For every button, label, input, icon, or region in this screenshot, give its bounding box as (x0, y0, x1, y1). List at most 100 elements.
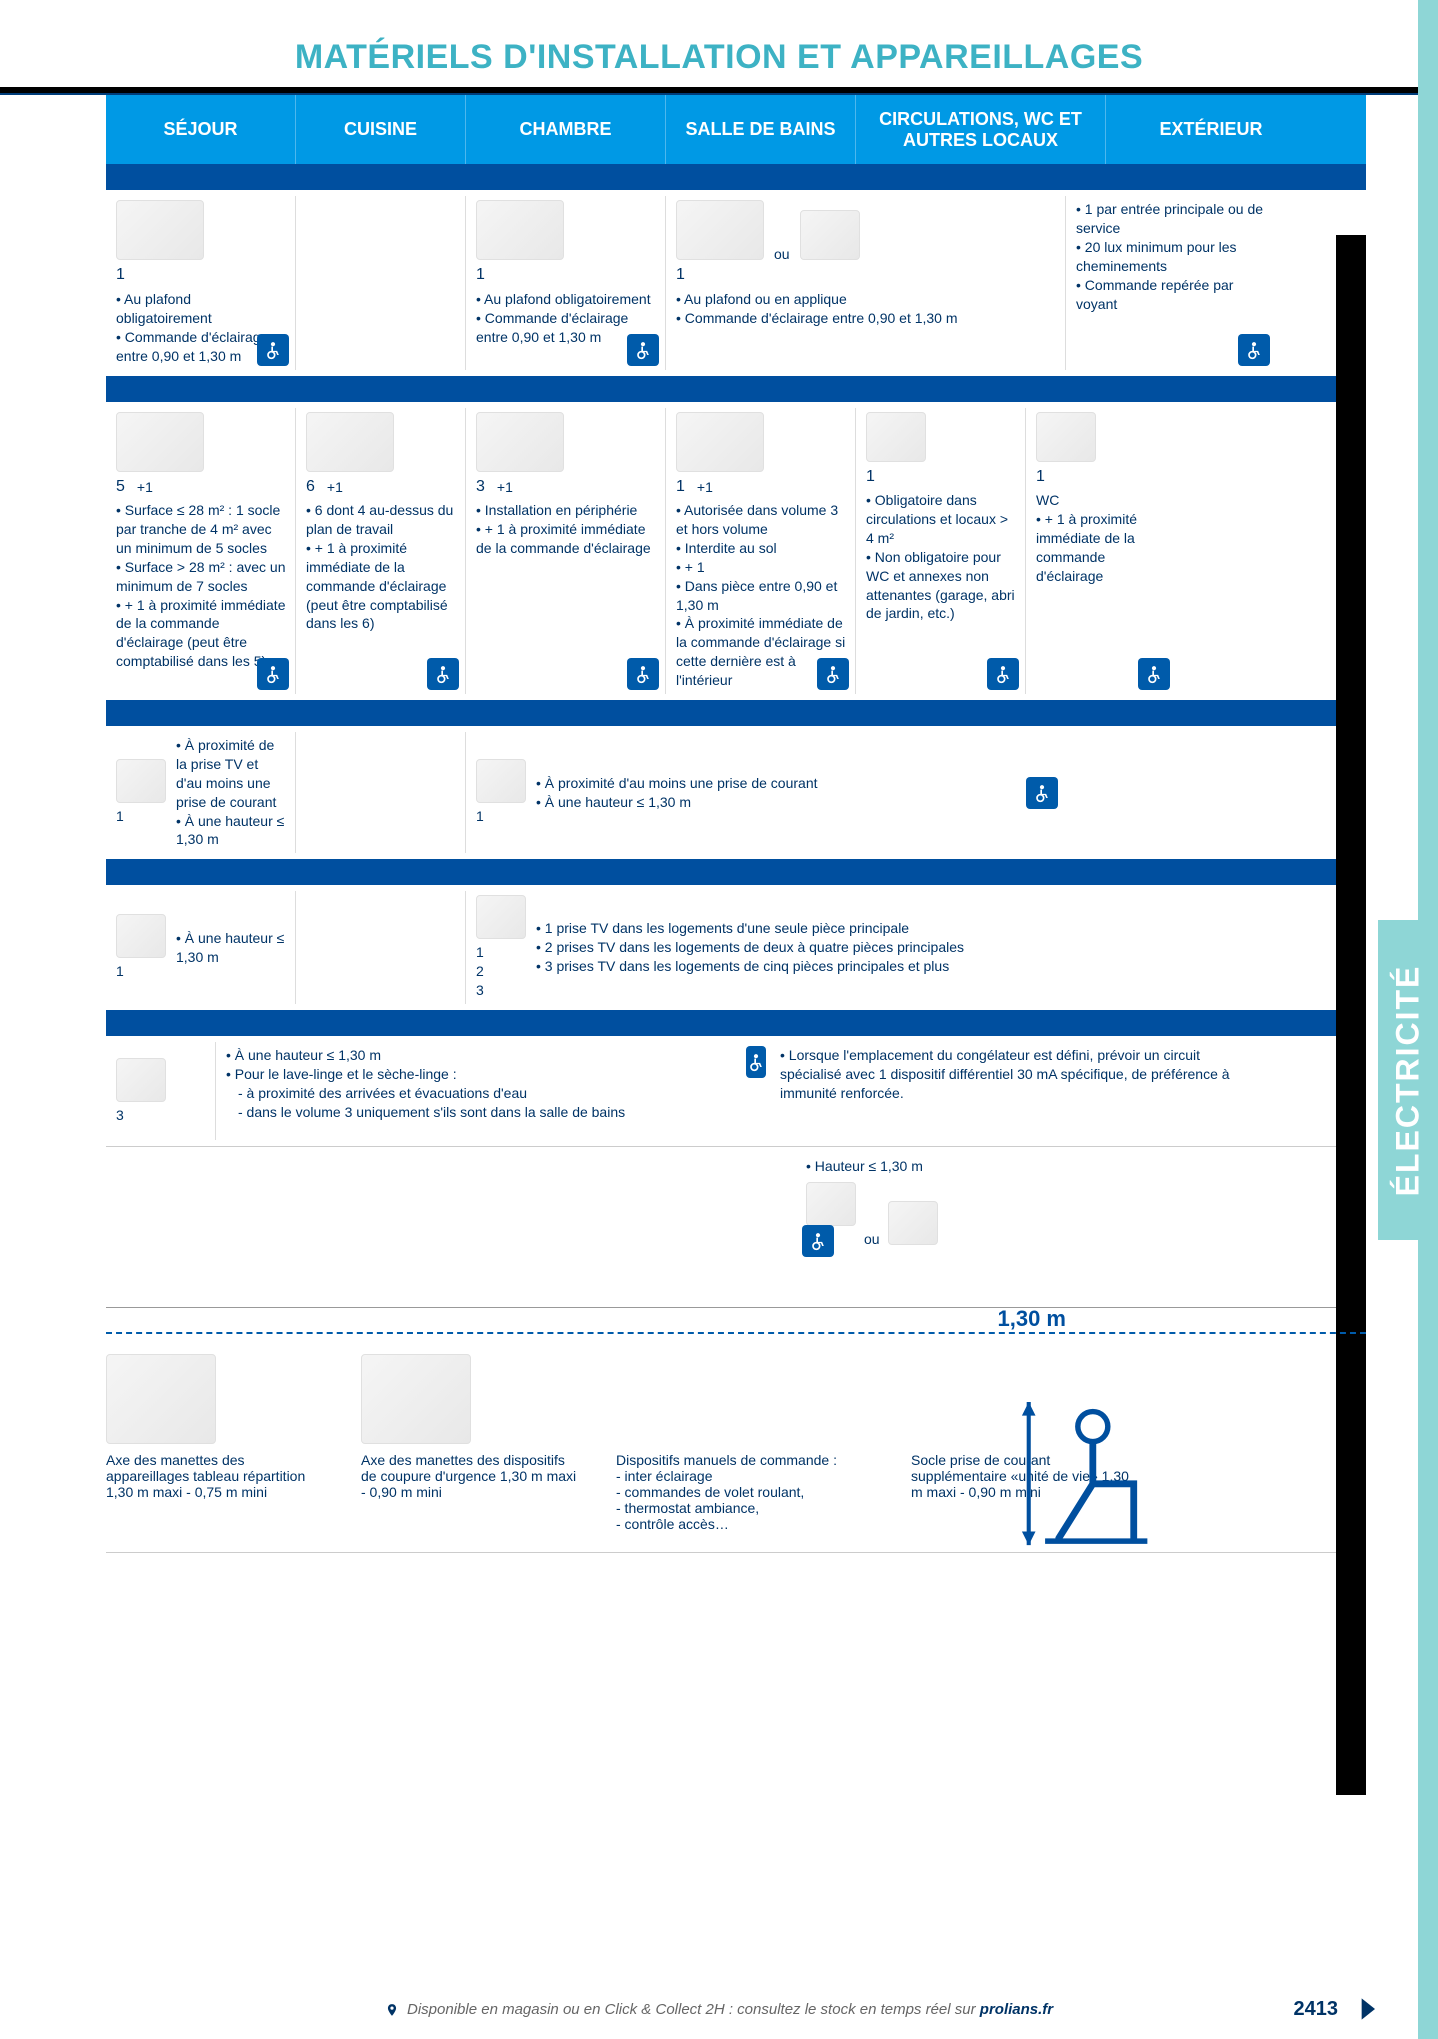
col-sejour: SÉJOUR (106, 95, 296, 164)
table-header: SÉJOUR CUISINE CHAMBRE SALLE DE BAINS CI… (106, 95, 1366, 164)
cell-sejour: 5+1 Surface ≤ 28 m² : 1 socle par tranch… (106, 408, 296, 695)
cell-sejour: 1 Au plafond obligatoirement Commande d'… (106, 196, 296, 369)
wheelchair-icon (802, 1225, 834, 1257)
item-list: Surface ≤ 28 m² : 1 socle par tranche de… (116, 501, 287, 671)
item-list: À une hauteur ≤ 1,30 m (176, 929, 287, 967)
legend-item: Dispositifs manuels de commande : - inte… (616, 1354, 876, 1532)
item-list: Obligatoire dans circulations et locaux … (866, 491, 1017, 623)
cell-img: 3 (106, 1042, 216, 1140)
wheelchair-icon (627, 658, 659, 690)
cell-sdb: 1+1 Autorisée dans volume 3 et hors volu… (666, 408, 856, 695)
product-image (866, 412, 926, 462)
item-list: 1 prise TV dans les logements d'une seul… (536, 919, 964, 976)
product-image (361, 1354, 471, 1444)
cell-text-right: Lorsque l'emplacement du congélateur est… (736, 1042, 1266, 1140)
category-side-tab: ÉLECTRICITÉ (1378, 920, 1438, 1240)
page-title: MATÉRIELS D'INSTALLATION ET APPAREILLAGE… (0, 0, 1438, 87)
item-list: + 1 à proximité immédiate de la commande… (1036, 510, 1168, 586)
wheelchair-icon (627, 334, 659, 366)
cell-text-left: À une hauteur ≤ 1,30 m Pour le lave-ling… (216, 1042, 736, 1140)
count-label: 1 (116, 264, 125, 286)
table-row: 1 Au plafond obligatoirement Commande d'… (106, 190, 1366, 375)
product-image (806, 1182, 856, 1226)
product-image (106, 1354, 216, 1444)
item-list: À une hauteur ≤ 1,30 m Pour le lave-ling… (226, 1046, 728, 1084)
product-image (676, 412, 764, 472)
product-image (1036, 412, 1096, 462)
height-label: 1,30 m (998, 1306, 1067, 1332)
wheelchair-icon (817, 658, 849, 690)
section-bar (106, 376, 1366, 402)
item-list: À proximité de la prise TV et d'au moins… (176, 736, 287, 849)
map-pin-icon (385, 2001, 399, 2019)
cell-sejour: 1 À proximité de la prise TV et d'au moi… (106, 732, 296, 853)
product-image (476, 412, 564, 472)
page-footer: Disponible en magasin ou en Click & Coll… (0, 2001, 1438, 2019)
product-image (116, 1058, 166, 1102)
product-image (676, 200, 764, 260)
product-image (888, 1201, 938, 1245)
wheelchair-icon (257, 334, 289, 366)
sitting-person-icon (1016, 1402, 1156, 1552)
category-side-label: ÉLECTRICITÉ (1390, 964, 1427, 1196)
product-image (116, 412, 204, 472)
col-chambre: CHAMBRE (466, 95, 666, 164)
col-cuisine: CUISINE (296, 95, 466, 164)
item-list: 1 par entrée principale ou de service 20… (1076, 200, 1268, 313)
product-image (306, 412, 394, 472)
cell-chambre: 3+1 Installation en périphérie + 1 à pro… (466, 408, 666, 695)
table-row: Hauteur ≤ 1,30 m 3 ou (106, 1147, 1366, 1267)
footer-text: Disponible en magasin ou en Click & Coll… (407, 2001, 980, 2018)
cell-chambre: 1 2 3 1 prise TV dans les logements d'un… (466, 891, 1166, 1004)
product-image (476, 200, 564, 260)
footer-link[interactable]: prolians.fr (980, 2001, 1053, 2018)
wheelchair-icon (746, 1046, 766, 1078)
product-image (116, 914, 166, 958)
section-bar (106, 1010, 1366, 1036)
col-sdb: SALLE DE BAINS (666, 95, 856, 164)
legend-item: Axe des manettes des appareillages table… (106, 1354, 326, 1532)
legend-row: Axe des manettes des appareillages table… (106, 1344, 1366, 1552)
cell-cuisine (296, 732, 466, 853)
cell-sejour: 1 À une hauteur ≤ 1,30 m (106, 891, 296, 1004)
next-page-icon[interactable] (1351, 1993, 1383, 2025)
item-list: À proximité d'au moins une prise de cour… (536, 774, 1016, 812)
section-bar (106, 859, 1366, 885)
item-list: Installation en périphérie + 1 à proximi… (476, 501, 657, 558)
product-image (476, 895, 526, 939)
cell-wc: 1 WC + 1 à proximité immédiate de la com… (1026, 408, 1176, 695)
page-number: 2413 (1294, 1998, 1339, 2021)
product-image (476, 759, 526, 803)
wheelchair-icon (1238, 334, 1270, 366)
count-label: 1 (476, 264, 485, 286)
product-image (800, 210, 860, 260)
cell-sdb: ou 1 Au plafond ou en applique Commande … (666, 196, 1066, 369)
cell-cuisine: 6+1 6 dont 4 au-dessus du plan de travai… (296, 408, 466, 695)
hairline (106, 1552, 1366, 1553)
height-dashed-line: 1,30 m (106, 1332, 1366, 1334)
section-bar (106, 700, 1366, 726)
wheelchair-icon (427, 658, 459, 690)
cell-chambre: 1 Au plafond obligatoirement Commande d'… (466, 196, 666, 369)
wc-label: WC (1036, 491, 1168, 510)
wheelchair-icon (257, 658, 289, 690)
wheelchair-icon (987, 658, 1019, 690)
count-label: 1 (676, 264, 685, 286)
item-list: Lorsque l'emplacement du congélateur est… (780, 1046, 1258, 1103)
cell-ext: 1 par entrée principale ou de service 20… (1066, 196, 1276, 369)
col-ext: EXTÉRIEUR (1106, 95, 1316, 164)
legend-item: Axe des manettes des dispositifs de coup… (361, 1354, 581, 1532)
table-row: 3 À une hauteur ≤ 1,30 m Pour le lave-li… (106, 1036, 1366, 1146)
cell-center: Hauteur ≤ 1,30 m 3 ou (796, 1153, 996, 1261)
thin-divider (106, 1307, 1366, 1308)
col-circ: CIRCULATIONS, WC ET AUTRES LOCAUX (856, 95, 1106, 164)
table-row: 5+1 Surface ≤ 28 m² : 1 socle par tranch… (106, 402, 1366, 701)
cell-circ: 1 Obligatoire dans circulations et locau… (856, 408, 1026, 695)
product-image (116, 200, 204, 260)
item-list: 6 dont 4 au-dessus du plan de travail + … (306, 501, 457, 633)
table-row: 1 À proximité de la prise TV et d'au moi… (106, 726, 1366, 859)
wheelchair-icon (1026, 777, 1058, 809)
cell-cuisine (296, 196, 466, 369)
product-image (116, 759, 166, 803)
cell-cuisine (296, 891, 466, 1004)
